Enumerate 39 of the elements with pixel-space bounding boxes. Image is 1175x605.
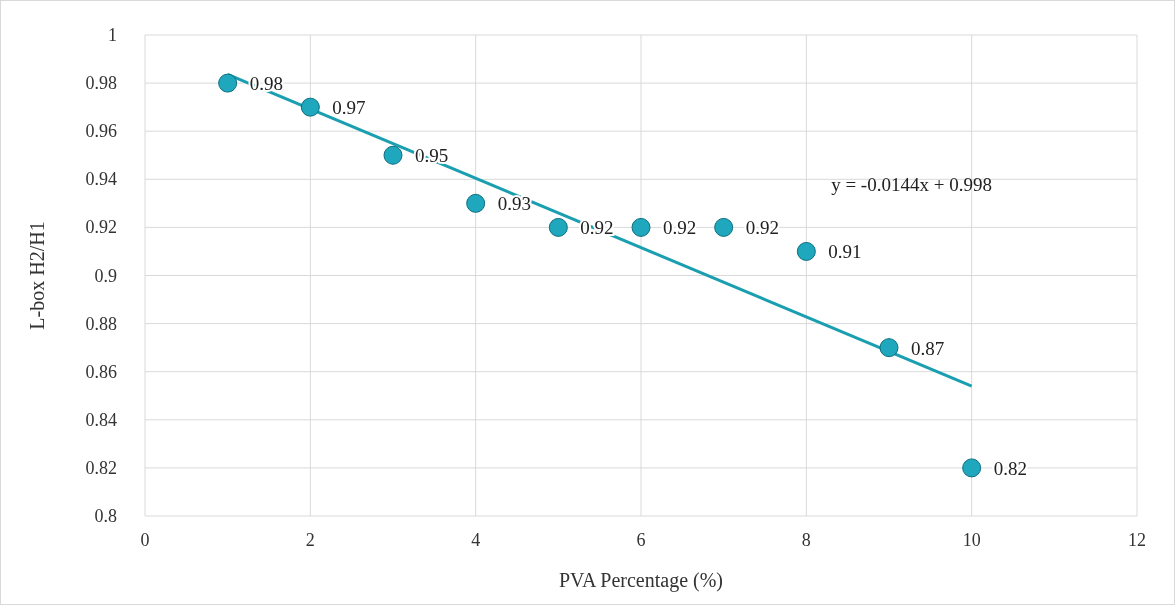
point — [631, 217, 651, 237]
point — [879, 338, 899, 358]
y-tick-label: 0.88 — [85, 313, 117, 334]
data-label: 0.91 — [828, 241, 862, 263]
x-tick-label: 10 — [962, 530, 981, 550]
y-tick-label: 0.98 — [85, 73, 117, 94]
point — [796, 241, 816, 261]
y-tick-label: 0.94 — [85, 169, 117, 190]
data-label: 0.82 — [993, 457, 1027, 479]
data-label: 0.93 — [497, 193, 531, 215]
point — [714, 217, 734, 237]
x-tick-label: 8 — [801, 530, 811, 550]
data-label: 0.92 — [663, 217, 697, 239]
point — [548, 217, 568, 237]
point — [218, 73, 238, 93]
point — [383, 145, 403, 165]
y-tick-label: 0.84 — [85, 409, 117, 430]
x-tick-label: 4 — [471, 530, 481, 550]
point — [300, 97, 320, 117]
data-label: 0.97 — [332, 97, 366, 119]
y-tick-label: 0.9 — [94, 265, 117, 286]
data-label: 0.98 — [249, 73, 283, 95]
y-tick-label: 0.92 — [85, 217, 117, 238]
x-tick-label: 12 — [1128, 530, 1146, 550]
point — [466, 193, 486, 213]
x-axis-title: PVA Percentage (%) — [558, 569, 724, 592]
y-tick-label: 0.82 — [85, 457, 117, 478]
data-label: 0.87 — [911, 337, 945, 359]
x-tick-label: 2 — [305, 530, 315, 550]
data-label: 0.92 — [745, 217, 779, 239]
y-tick-label: 0.96 — [85, 121, 117, 142]
point — [962, 458, 982, 478]
y-tick-label: 0.86 — [85, 361, 117, 382]
x-tick-label: 6 — [636, 530, 646, 550]
y-tick-label: 0.8 — [94, 506, 117, 526]
x-tick-label: 0 — [140, 530, 150, 550]
y-axis-title: L-box H2/H1 — [26, 221, 48, 330]
annotation: y = -0.0144x + 0.998 — [831, 174, 992, 196]
y-tick-label: 1 — [108, 25, 117, 45]
